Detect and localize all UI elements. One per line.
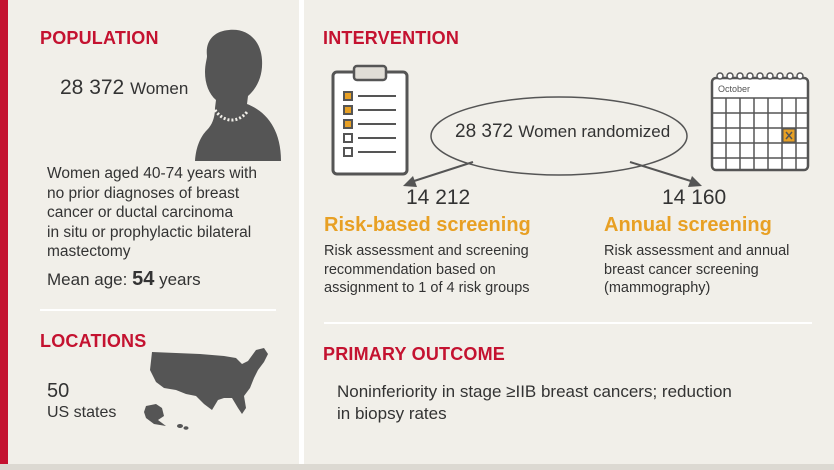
column-divider xyxy=(299,0,304,470)
population-description-line: no prior diagnoses of breast xyxy=(47,184,240,202)
randomized-count: 28 372 Women randomized xyxy=(455,121,670,143)
clipboard-checklist-icon xyxy=(331,64,409,176)
primary-outcome-line: in biopsy rates xyxy=(337,404,447,423)
primary-outcome-text: Noninferiority in stage ≥IIB breast canc… xyxy=(337,381,732,425)
section-divider-left xyxy=(40,309,276,311)
population-description: Women aged 40-74 years with no prior dia… xyxy=(47,164,257,262)
arm-description-line: Risk assessment and annual xyxy=(604,243,790,259)
arm-description-line: recommendation based on xyxy=(324,261,496,278)
accent-bar xyxy=(0,0,8,470)
intervention-heading: INTERVENTION xyxy=(323,28,460,48)
population-description-line: cancer or ductal carcinoma xyxy=(47,204,234,221)
locations-heading: LOCATIONS xyxy=(40,331,147,351)
woman-silhouette-icon xyxy=(195,29,281,161)
arm-title: Risk-based screening xyxy=(324,214,531,236)
arm-description-line: Risk assessment and screening xyxy=(324,243,529,259)
arm-description: Risk assessment and screening recommenda… xyxy=(324,242,530,298)
primary-outcome-heading: PRIMARY OUTCOME xyxy=(323,344,506,364)
population-count: 28 372 Women xyxy=(60,76,188,100)
arm-description: Risk assessment and annual breast cancer… xyxy=(604,242,789,298)
section-divider-right xyxy=(324,322,812,324)
population-heading: POPULATION xyxy=(40,28,159,48)
bottom-border xyxy=(0,464,834,470)
locations-count: 50 xyxy=(47,380,70,402)
primary-outcome-line: Noninferiority in stage ≥IIB breast canc… xyxy=(337,382,732,401)
population-count-value: 28 372 xyxy=(60,76,125,99)
locations-label: US states xyxy=(47,404,117,421)
arm-description-line: assignment to 1 of 4 risk groups xyxy=(324,280,530,296)
population-description-line: mastectomy xyxy=(47,243,131,260)
mean-age: Mean age: 54 years xyxy=(47,268,201,291)
arrow-right-icon xyxy=(629,161,702,187)
mean-age-unit: years xyxy=(159,270,201,289)
arm-count: 14 160 xyxy=(662,186,727,209)
us-map-icon xyxy=(144,348,268,430)
randomized-count-label: Women randomized xyxy=(518,122,671,141)
arm-count: 14 212 xyxy=(406,186,471,209)
population-count-label: Women xyxy=(130,79,189,98)
arm-description-line: (mammography) xyxy=(604,280,711,296)
arm-title: Annual screening xyxy=(604,214,772,236)
randomization-ellipse xyxy=(430,96,688,176)
population-description-line: Women aged 40-74 years with xyxy=(47,165,257,182)
calendar-icon: October xyxy=(710,72,810,172)
randomized-count-value: 28 372 xyxy=(455,121,514,142)
arm-description-line: breast cancer screening xyxy=(604,261,759,278)
population-description-line: in situ or prophylactic bilateral xyxy=(47,223,252,241)
arrow-left-icon xyxy=(403,161,474,187)
mean-age-value: 54 xyxy=(132,268,155,290)
mean-age-label: Mean age: xyxy=(47,270,128,289)
calendar-month-label: October xyxy=(718,84,750,94)
